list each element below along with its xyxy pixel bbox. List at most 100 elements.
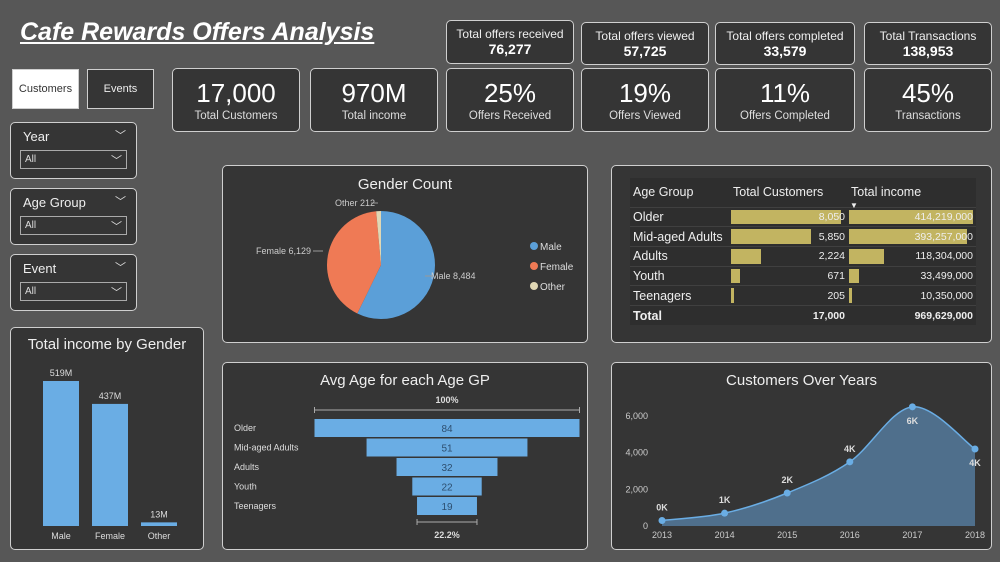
year-dropdown[interactable]: All ﹀	[20, 150, 127, 169]
age-group-dropdown[interactable]: All ﹀	[20, 216, 127, 235]
pie-slice	[357, 211, 435, 319]
legend-label: Male	[540, 242, 562, 253]
data-label: 84	[441, 424, 453, 435]
table-row[interactable]: Youth 671 33,499,000	[630, 266, 976, 287]
table-row[interactable]: Older 8,050 414,219,000	[630, 207, 976, 228]
data-bar	[731, 229, 811, 244]
data-bar	[731, 248, 762, 264]
kpi-label: Total offers viewed	[595, 28, 695, 43]
scale-bracket	[314, 407, 580, 413]
kpi-value: 33,579	[763, 42, 807, 59]
data-label: 2K	[781, 475, 793, 485]
chevron-down-icon[interactable]: ﹀	[115, 196, 126, 208]
funnel-bar	[396, 458, 498, 476]
tab-events[interactable]: Events	[87, 69, 154, 109]
income-cell: 118,304,000	[848, 246, 976, 267]
column-header-sorted[interactable]: Total income ▼	[848, 178, 976, 210]
data-bar	[849, 209, 973, 225]
chevron-down-icon: ﹀	[111, 287, 122, 299]
dropdown-value: All	[25, 220, 37, 231]
legend-label: Other	[540, 282, 566, 293]
kpi-offers-received: 25% Offers Received	[446, 68, 574, 132]
legend-label: Female	[540, 262, 574, 273]
x-tick-label: 2016	[840, 530, 860, 540]
pie-slice	[376, 211, 381, 265]
kpi-label: Total Transactions	[879, 28, 977, 43]
age-group-cell: Mid-aged Adults	[630, 226, 730, 247]
data-bar	[849, 248, 885, 264]
y-tick-label: 2,000	[625, 484, 648, 494]
data-point	[908, 403, 916, 411]
customers-cell: 671	[730, 266, 848, 287]
category-label: Adults	[234, 462, 260, 472]
data-label: 13M	[150, 509, 168, 519]
kpi-value: 970M	[341, 78, 407, 108]
kpi-label: Offers Viewed	[609, 110, 681, 122]
event-dropdown[interactable]: All ﹀	[20, 282, 127, 301]
customers-cell: 2,224	[730, 246, 848, 267]
data-label: 51	[441, 444, 453, 455]
data-bar	[731, 209, 841, 225]
gender-count-chart: Gender Count Male 8,484 Male Female 6,129 F…	[222, 165, 588, 343]
age-group-cell: Older	[630, 207, 730, 228]
scale-bracket	[416, 519, 478, 525]
legend-marker	[530, 282, 538, 290]
kpi-label: Total income	[341, 110, 407, 122]
slicer-label: Year	[23, 129, 50, 144]
income-cell: 393,257,000	[848, 226, 976, 247]
data-label: 4K	[969, 458, 981, 468]
dropdown-value: All	[25, 286, 37, 297]
chevron-down-icon[interactable]: ﹀	[115, 262, 126, 274]
data-bar	[849, 229, 967, 244]
total-row: Total 17,000 969,629,000	[630, 305, 976, 325]
chart-title: Customers Over Years	[726, 372, 877, 389]
chevron-down-icon[interactable]: ﹀	[115, 130, 126, 142]
slicer-year: Year ﹀ All ﹀	[10, 122, 137, 179]
data-label: Other 212	[335, 198, 375, 208]
bar	[141, 522, 177, 526]
legend-marker	[530, 262, 538, 270]
customers-cell: 8,050	[730, 207, 848, 228]
age-group-table: Age Group Total Customers Total income ▼ Old…	[611, 165, 992, 343]
data-label: 1K	[719, 495, 731, 505]
data-bar	[849, 288, 853, 303]
data-bar	[731, 288, 734, 303]
data-label: 437M	[99, 391, 122, 401]
x-tick-label: 2014	[715, 530, 735, 540]
x-tick-label: Male	[51, 531, 71, 541]
kpi-value: 19%	[618, 78, 672, 108]
y-tick-label: 4,000	[625, 448, 648, 458]
data-label: 32	[441, 463, 453, 474]
top-percent-label: 100%	[435, 395, 458, 405]
age-group-cell: Teenagers	[630, 285, 730, 306]
kpi-label: Total offers received	[456, 27, 564, 41]
age-group-cell: Youth	[630, 266, 730, 287]
slicer-label: Event	[23, 261, 57, 276]
category-label: Youth	[234, 482, 257, 492]
table-row[interactable]: Adults 2,224 118,304,000	[630, 246, 976, 267]
x-tick-label: Female	[95, 531, 125, 541]
y-tick-label: 6,000	[625, 411, 648, 421]
tab-customers[interactable]: Customers	[12, 69, 79, 109]
kpi-label: Transactions	[895, 110, 961, 122]
funnel-bar	[417, 497, 477, 515]
income-by-gender-chart: Total income by Gender 519M Male 437M Femal…	[10, 327, 204, 550]
slicer-age-group: Age Group ﹀ All ﹀	[10, 188, 137, 245]
bar	[43, 381, 79, 526]
column-header-label: Total income	[851, 185, 922, 200]
column-header[interactable]: Total Customers	[730, 178, 848, 208]
avg-age-funnel-chart: Avg Age for each Age GP 100% 84 Older 51 Mid…	[222, 362, 588, 550]
table-row[interactable]: Mid-aged Adults 5,850 393,257,000	[630, 226, 976, 247]
category-label: Teenagers	[234, 501, 277, 511]
column-header[interactable]: Age Group	[630, 178, 730, 208]
kpi-value: 57,725	[623, 42, 667, 59]
x-tick-label: 2018	[965, 530, 985, 540]
table-row[interactable]: Teenagers 205 10,350,000	[630, 285, 976, 306]
kpi-value: 11%	[759, 78, 811, 108]
x-tick-label: 2015	[777, 530, 797, 540]
kpi-total-customers: 17,000 Total Customers	[172, 68, 300, 132]
data-bar	[849, 268, 860, 284]
kpi-transactions: 45% Transactions	[864, 68, 992, 132]
income-cell: 414,219,000	[848, 207, 976, 228]
sort-descending-icon: ▼	[850, 200, 858, 210]
